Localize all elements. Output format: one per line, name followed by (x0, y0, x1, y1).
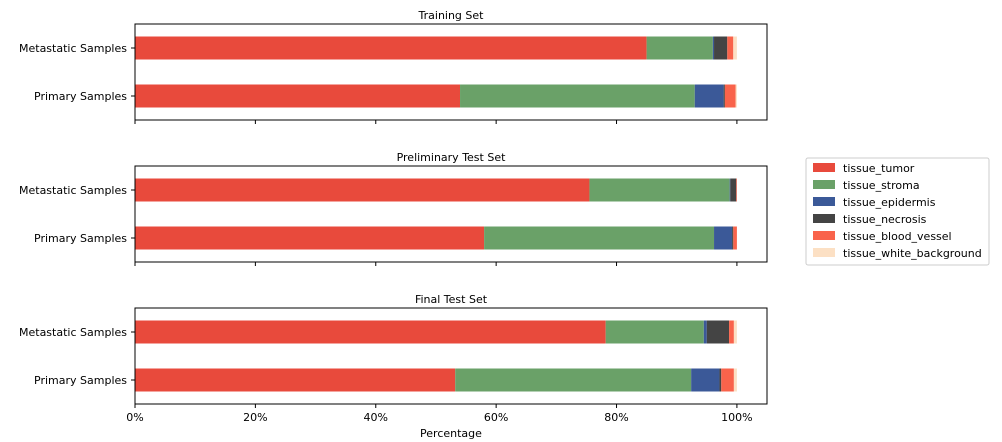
panel-title: Preliminary Test Set (397, 151, 507, 164)
bar-segment-tissue_tumor (135, 320, 606, 344)
bar-segment-tissue_blood_vessel (721, 368, 734, 392)
x-tick-label: 80% (604, 411, 628, 424)
bar-segment-tissue_necrosis (706, 320, 730, 344)
bar-segment-tissue_epidermis (694, 84, 724, 108)
panel-3: Final Test Set Metastatic Samples Primary … (19, 293, 768, 424)
legend-label: tissue_epidermis (843, 196, 936, 209)
category-label: Metastatic Samples (19, 184, 127, 197)
legend-swatch-tissue_stroma (813, 180, 835, 189)
axes-frame (134, 165, 768, 263)
bar-segment-tissue_blood_vessel (727, 36, 734, 60)
bar-segment-tissue_blood_vessel (733, 226, 737, 250)
legend-swatch-tissue_white_background (813, 248, 835, 257)
bar-segment-tissue_epidermis (691, 368, 720, 392)
bar-segment-tissue_tumor (135, 226, 485, 250)
bar-segment-tissue_epidermis (712, 36, 715, 60)
category-label: Primary Samples (34, 90, 127, 103)
legend-label: tissue_white_background (843, 247, 982, 260)
category-label: Primary Samples (34, 374, 127, 387)
bar-segment-tissue_stroma (646, 36, 713, 60)
bar-segment-tissue_epidermis (714, 226, 733, 250)
bar-segment-tissue_necrosis (723, 84, 725, 108)
bar-segment-tissue_necrosis (730, 178, 737, 202)
bar-segment-tissue_blood_vessel (736, 178, 737, 202)
category-label: Metastatic Samples (19, 42, 127, 55)
bar-segment-tissue_tumor (135, 36, 647, 60)
axes-frame (134, 23, 768, 121)
panel-title: Training Set (418, 9, 485, 22)
legend-label: tissue_necrosis (843, 213, 927, 226)
x-tick-label: 20% (243, 411, 267, 424)
bar-segment-tissue_stroma (605, 320, 704, 344)
bar-segment-tissue_stroma (484, 226, 715, 250)
bar-segment-tissue_blood_vessel (724, 84, 736, 108)
bar-segment-tissue_stroma (589, 178, 730, 202)
bar-segment-tissue_white_background (733, 368, 737, 392)
panel-2: Preliminary Test Set Metastatic Samples Pr… (19, 151, 768, 266)
panel-title: Final Test Set (415, 293, 488, 306)
panel-1: Training Set Metastatic Samples Primary Sa… (19, 9, 768, 124)
legend-swatch-tissue_epidermis (813, 197, 835, 206)
bar-segment-tissue_epidermis (703, 320, 707, 344)
legend-label: tissue_tumor (843, 162, 915, 175)
bar-segment-tissue_necrosis (719, 368, 722, 392)
legend-swatch-tissue_necrosis (813, 214, 835, 223)
legend-label: tissue_blood_vessel (843, 230, 952, 243)
bar-segment-tissue_necrosis (732, 226, 734, 250)
x-tick-label: 60% (484, 411, 508, 424)
legend-swatch-tissue_blood_vessel (813, 231, 835, 240)
legend-label: tissue_stroma (843, 179, 920, 192)
x-tick-label: 100% (721, 411, 752, 424)
x-axis-label: Percentage (420, 427, 482, 440)
bar-segment-tissue_white_background (733, 320, 737, 344)
legend-frame (805, 157, 990, 266)
bar-segment-tissue_white_background (735, 84, 737, 108)
bar-segment-tissue_white_background (733, 36, 737, 60)
x-tick-label: 0% (126, 411, 143, 424)
bar-segment-tissue_blood_vessel (729, 320, 734, 344)
bar-segment-tissue_tumor (135, 178, 590, 202)
bar-segment-tissue_epidermis (729, 178, 731, 202)
x-tick-label: 40% (364, 411, 388, 424)
bar-segment-tissue_stroma (455, 368, 692, 392)
bar-segment-tissue_tumor (135, 368, 456, 392)
bar-segment-tissue_necrosis (714, 36, 728, 60)
legend-swatch-tissue_tumor (813, 163, 835, 172)
axes-frame (134, 307, 768, 405)
category-label: Primary Samples (34, 232, 127, 245)
category-label: Metastatic Samples (19, 326, 127, 339)
bar-segment-tissue_tumor (135, 84, 461, 108)
bar-segment-tissue_stroma (460, 84, 695, 108)
legend: tissue_tumor tissue_stroma tissue_epidermi… (805, 157, 990, 266)
